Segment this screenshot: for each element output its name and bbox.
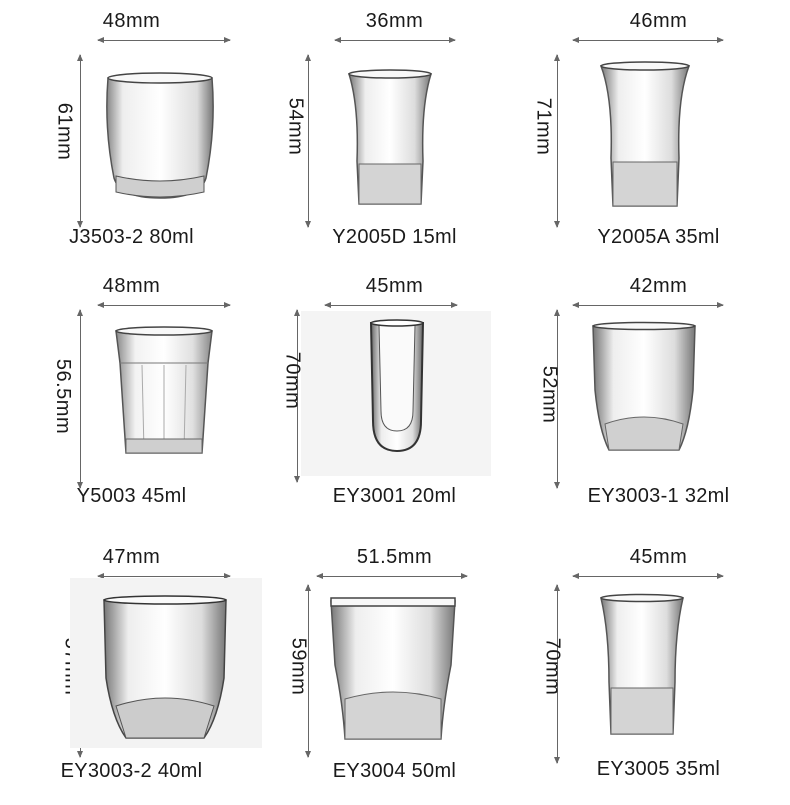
- model-label: EY3003-1 32ml: [587, 485, 730, 507]
- product-cell-4: 48mm 56.5mm Y5003 45ml: [0, 265, 263, 530]
- width-label: 47mm: [102, 546, 161, 568]
- height-dimension-arrow: [294, 309, 300, 483]
- width-label: 36mm: [365, 10, 424, 32]
- model-label: EY3004 50ml: [332, 760, 457, 782]
- width-dimension-arrow: [334, 37, 456, 43]
- height-dimension-arrow: [554, 584, 560, 764]
- product-cell-1: 48mm 61mm J3503-2 80ml: [0, 0, 263, 265]
- width-label: 46mm: [629, 10, 688, 32]
- width-dimension-arrow: [572, 302, 724, 308]
- height-label: 52mm: [538, 365, 561, 424]
- width-label: 45mm: [629, 546, 688, 568]
- model-label: J3503-2 80ml: [69, 226, 194, 248]
- width-dimension-arrow: [97, 302, 231, 308]
- product-cell-8: 51.5mm 59mm EY3004 50ml: [263, 540, 526, 805]
- shot-glass-photo: [100, 68, 220, 208]
- shot-glass-photo: [327, 595, 459, 745]
- height-label: 56.5mm: [52, 358, 75, 435]
- height-dimension-arrow: [77, 309, 83, 489]
- shot-glass-photo: [301, 311, 491, 476]
- product-cell-3: 46mm 71mm Y2005A 35ml: [527, 0, 790, 265]
- model-label: EY3001 20ml: [332, 485, 457, 507]
- product-cell-2: 36mm 54mm Y2005D 15ml: [263, 0, 526, 265]
- product-cell-6: 42mm 52mm EY3003-1 32ml: [527, 265, 790, 530]
- shot-glass-photo: [70, 578, 262, 748]
- height-label: 70mm: [541, 637, 564, 696]
- shot-glass-photo: [112, 323, 216, 473]
- height-label: 61mm: [53, 102, 76, 161]
- width-label: 42mm: [629, 275, 688, 297]
- width-label: 45mm: [365, 275, 424, 297]
- product-cell-9: 45mm 70mm EY3005 35ml: [527, 540, 790, 805]
- width-dimension-arrow: [316, 573, 468, 579]
- model-label: EY3003-2 40ml: [60, 760, 203, 782]
- shot-glass-photo: [589, 320, 699, 460]
- shot-glass-photo: [597, 58, 693, 213]
- model-label: Y2005A 35ml: [597, 226, 720, 248]
- width-label: 51.5mm: [356, 546, 433, 568]
- shot-glass-photo: [345, 66, 435, 211]
- width-dimension-arrow: [97, 573, 231, 579]
- height-label: 59mm: [287, 637, 310, 696]
- height-dimension-arrow: [305, 54, 311, 228]
- width-dimension-arrow: [324, 302, 458, 308]
- height-dimension-arrow: [554, 309, 560, 489]
- width-dimension-arrow: [572, 37, 724, 43]
- height-label: 70mm: [281, 351, 304, 410]
- height-label: 71mm: [532, 97, 555, 156]
- model-label: Y2005D 15ml: [332, 226, 457, 248]
- height-dimension-arrow: [554, 54, 560, 228]
- shot-glass-photo: [597, 592, 687, 740]
- product-cell-7: 47mm 57mm EY3003-2 40ml: [0, 540, 263, 805]
- height-dimension-arrow: [305, 584, 311, 758]
- model-label: Y5003 45ml: [76, 485, 187, 507]
- width-dimension-arrow: [97, 37, 231, 43]
- product-cell-5: 45mm 70mm EY3001 20ml: [263, 265, 526, 530]
- height-label: 54mm: [284, 97, 307, 156]
- width-label: 48mm: [102, 275, 161, 297]
- width-label: 48mm: [102, 10, 161, 32]
- height-dimension-arrow: [77, 54, 83, 228]
- width-dimension-arrow: [572, 573, 724, 579]
- model-label: EY3005 35ml: [596, 758, 721, 780]
